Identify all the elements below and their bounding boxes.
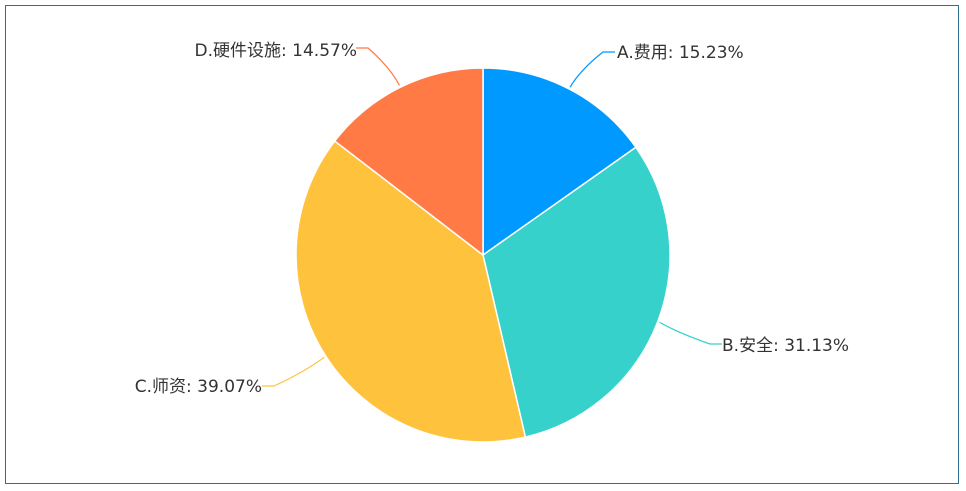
pie-slice-d [333, 67, 484, 257]
slice-labels: A.费用: 15.23% B.安全: 31.13% C.师资: 39.07% D… [135, 41, 849, 397]
leader-line-c [262, 356, 325, 387]
label-b: B.安全: 31.13% [722, 336, 849, 356]
pie-slices [295, 67, 671, 443]
pie-slice-b [482, 146, 671, 439]
leader-line-b [659, 321, 722, 345]
label-c: C.师资: 39.07% [135, 377, 262, 397]
pie-slice-c [295, 139, 527, 443]
label-d: D.硬件设施: 14.57% [195, 41, 357, 61]
leader-line-a [569, 51, 615, 88]
leader-lines [262, 47, 722, 387]
leader-line-d [356, 47, 401, 86]
label-a: A.费用: 15.23% [617, 43, 744, 63]
pie-slice-a [482, 67, 637, 257]
